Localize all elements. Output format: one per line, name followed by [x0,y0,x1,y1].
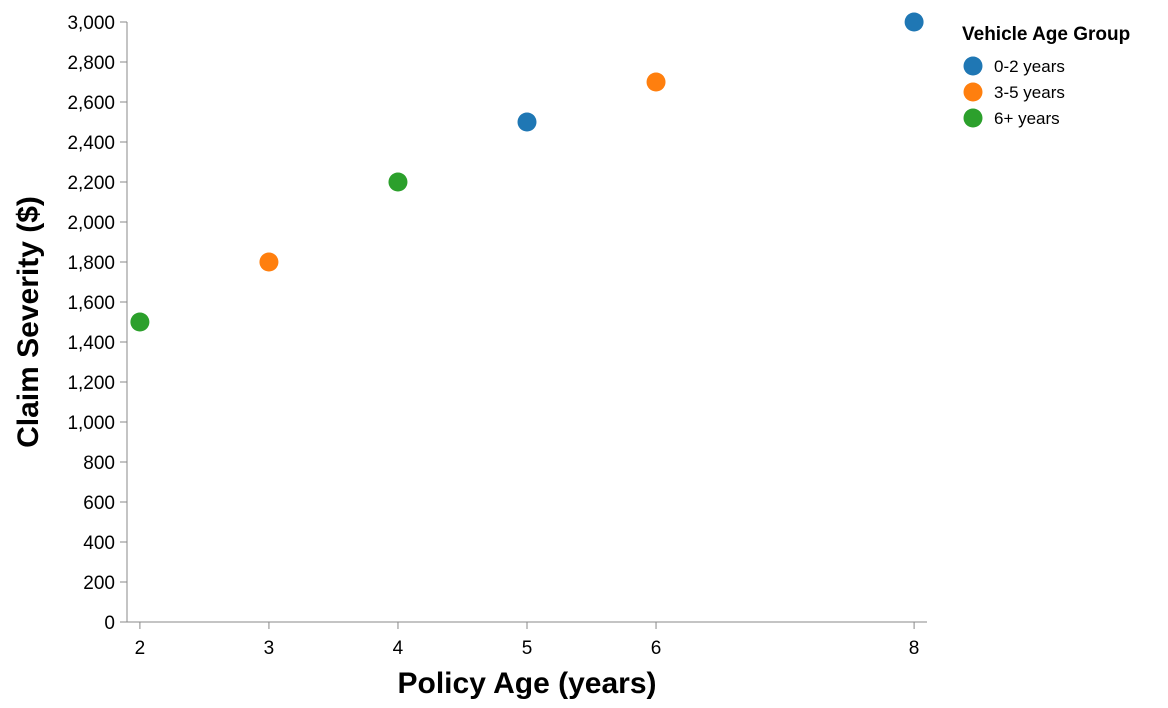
y-tick-label: 200 [83,573,115,594]
data-point-6-years [130,312,150,332]
legend-swatch [963,82,983,102]
x-tick-label: 2 [135,638,146,659]
y-tick-label: 2,800 [67,53,115,74]
x-axis-title: Policy Age (years) [398,667,657,700]
y-tick-label: 0 [104,613,115,634]
data-point-3-5-years [646,72,666,92]
y-tick-label: 1,800 [67,253,115,274]
y-tick-label: 800 [83,453,115,474]
x-axis: 2 3 4 5 6 8 [127,621,927,659]
legend-swatch [963,56,983,76]
legend-label: 6+ years [994,109,1060,128]
y-tick-label: 600 [83,493,115,514]
data-point-0-2-years [517,112,537,132]
y-tick-label: 2,200 [67,173,115,194]
x-tick-label: 8 [909,638,920,659]
y-tick-label: 400 [83,533,115,554]
data-point-6-years [388,172,408,192]
y-tick-label: 2,600 [67,93,115,114]
y-axis-title: Claim Severity ($) [12,196,45,448]
x-tick-label: 3 [264,638,275,659]
x-tick-label: 6 [651,638,662,659]
data-points [130,12,924,332]
legend: Vehicle Age Group 0-2 years 3-5 years 6+ y… [962,24,1130,128]
y-tick-label: 2,000 [67,213,115,234]
legend-title: Vehicle Age Group [962,24,1130,45]
data-point-0-2-years [904,12,924,32]
legend-label: 3-5 years [994,83,1065,102]
legend-swatch [963,108,983,128]
y-tick-label: 1,200 [67,373,115,394]
y-tick-label: 3,000 [67,13,115,34]
y-axis: 0 200 400 600 800 1,000 1,200 1,400 1,600 1,800 2,… [67,13,128,634]
x-tick-label: 4 [393,638,404,659]
x-tick-label: 5 [522,638,533,659]
data-point-3-5-years [259,252,279,272]
y-tick-label: 1,600 [67,293,115,314]
legend-label: 0-2 years [994,57,1065,76]
y-tick-label: 2,400 [67,133,115,154]
y-tick-label: 1,400 [67,333,115,354]
y-tick-label: 1,000 [67,413,115,434]
